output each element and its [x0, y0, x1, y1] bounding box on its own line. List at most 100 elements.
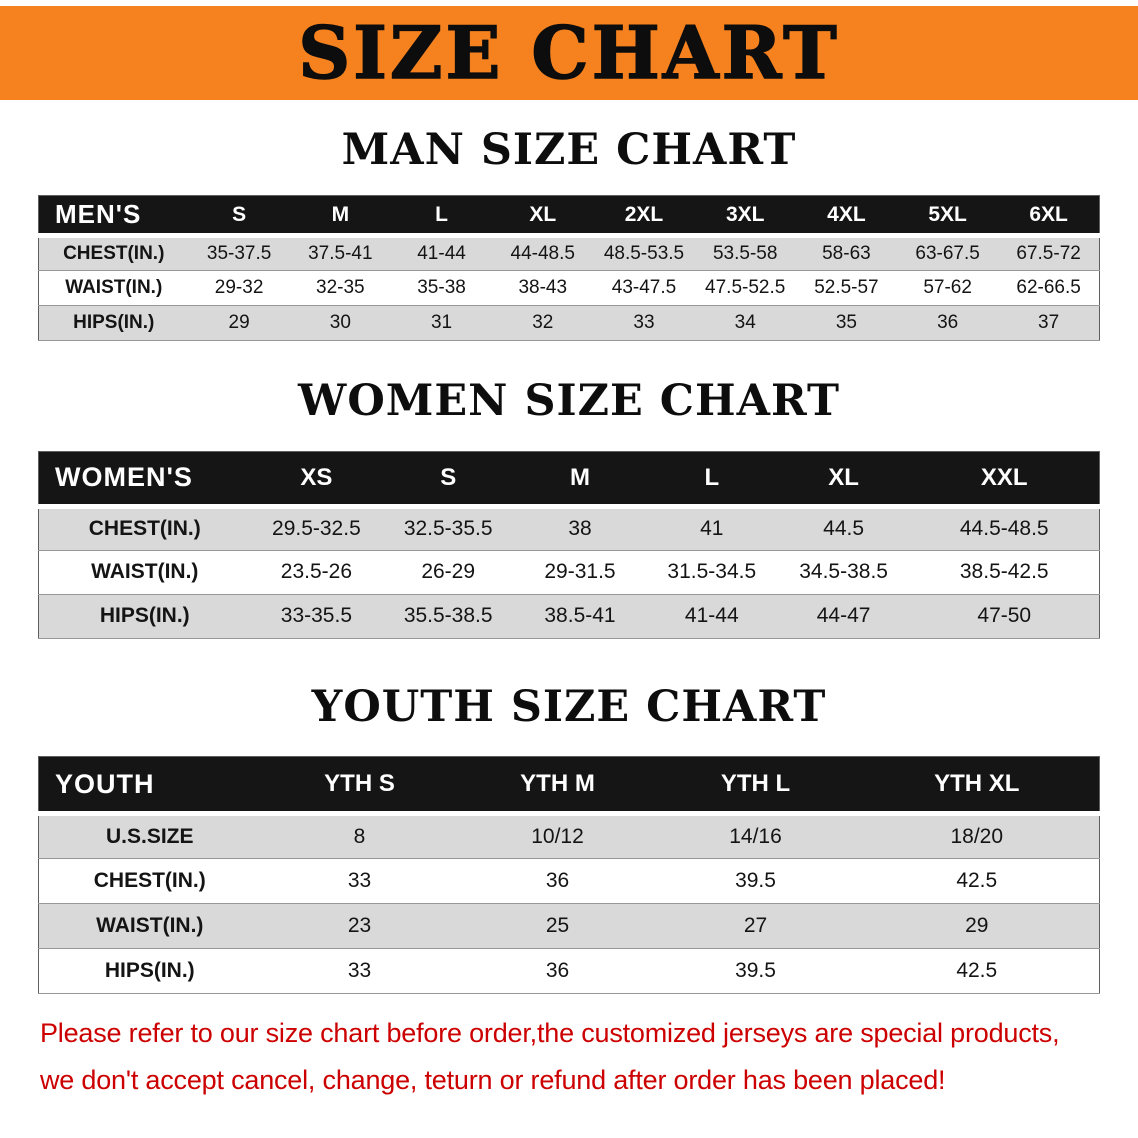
value-cell: 32.5-35.5	[382, 505, 515, 551]
women-section-heading: WOMEN SIZE CHART	[298, 376, 840, 427]
size-column-header: S	[382, 451, 515, 509]
value-cell: 38	[514, 505, 646, 551]
value-cell: 34	[694, 305, 796, 342]
size-column-header: XS	[250, 451, 383, 509]
value-cell: 39.5	[656, 948, 855, 995]
value-cell: 23.5-26	[250, 549, 383, 595]
size-column-header: 2XL	[593, 195, 695, 239]
value-cell: 25	[458, 903, 657, 950]
value-cell: 32-35	[289, 270, 391, 307]
table-header-row: YOUTH YTH S YTH M YTH L YTH XL	[38, 756, 1100, 817]
value-cell: 67.5-72	[998, 235, 1100, 272]
size-column-header: XL	[777, 451, 910, 509]
value-cell: 63-67.5	[897, 235, 999, 272]
value-cell: 31	[390, 305, 493, 342]
row-label-cell: CHEST(IN.)	[38, 505, 251, 551]
size-chart-page: SIZE CHART MAN SIZE CHART MEN'S S M L XL 2XL 3…	[0, 6, 1138, 1138]
size-column-header: 5XL	[897, 195, 999, 239]
value-cell: 34.5-38.5	[777, 549, 910, 595]
table-title-cell: YOUTH	[38, 756, 261, 817]
value-cell: 29-31.5	[514, 549, 646, 595]
row-label-cell: HIPS(IN.)	[38, 593, 251, 639]
order-policy-note: Please refer to our size chart before or…	[40, 1010, 1138, 1104]
size-column-header: M	[514, 451, 646, 509]
value-cell: 35	[795, 305, 898, 342]
value-cell: 62-66.5	[998, 270, 1100, 307]
value-cell: 32	[492, 305, 594, 342]
value-cell: 38.5-41	[514, 593, 646, 639]
size-column-header: M	[289, 195, 391, 239]
size-column-header: 3XL	[694, 195, 796, 239]
value-cell: 39.5	[656, 858, 855, 905]
value-cell: 42.5	[854, 948, 1100, 995]
measurement-row: CHEST(IN.) 33 36 39.5 42.5	[38, 858, 1100, 905]
men-size-table: MEN'S S M L XL 2XL 3XL 4XL 5XL 6XL CHEST(IN.) 35-37…	[38, 195, 1100, 342]
row-label-cell: WAIST(IN.)	[38, 549, 251, 595]
value-cell: 35.5-38.5	[382, 593, 515, 639]
value-cell: 29	[188, 305, 290, 342]
value-cell: 53.5-58	[694, 235, 796, 272]
measurement-row: CHEST(IN.) 29.5-32.5 32.5-35.5 38 41 44.5 44.5…	[38, 505, 1100, 551]
value-cell: 36	[458, 858, 657, 905]
measurement-row: HIPS(IN.) 33 36 39.5 42.5	[38, 948, 1100, 995]
size-column-header: L	[645, 451, 778, 509]
measurement-row: WAIST(IN.) 23 25 27 29	[38, 903, 1100, 950]
value-cell: 44-48.5	[492, 235, 594, 272]
women-size-table: WOMEN'S XS S M L XL XXL CHEST(IN.) 29.5-32.5 32.5…	[38, 450, 1100, 639]
value-cell: 58-63	[795, 235, 898, 272]
value-cell: 14/16	[656, 813, 855, 860]
value-cell: 33	[260, 858, 459, 905]
value-cell: 29-32	[188, 270, 290, 307]
row-label-cell: WAIST(IN.)	[38, 270, 189, 307]
value-cell: 26-29	[382, 549, 515, 595]
table-title-cell: WOMEN'S	[38, 451, 251, 509]
men-section: MAN SIZE CHART MEN'S S M L XL 2XL 3XL 4XL 5XL 6XL…	[0, 125, 1138, 342]
value-cell: 52.5-57	[795, 270, 898, 307]
women-section: WOMEN SIZE CHART WOMEN'S XS S M L XL XXL CHEST(…	[0, 376, 1138, 639]
youth-section-heading: YOUTH SIZE CHART	[311, 681, 827, 732]
value-cell: 29	[854, 903, 1100, 950]
row-label-cell: U.S.SIZE	[38, 813, 261, 860]
value-cell: 47-50	[909, 593, 1100, 639]
value-cell: 57-62	[897, 270, 999, 307]
note-line-2: we don't accept cancel, change, teturn o…	[40, 1065, 946, 1096]
men-section-heading: MAN SIZE CHART	[341, 125, 797, 175]
value-cell: 31.5-34.5	[645, 549, 778, 595]
page-title: SIZE CHART	[297, 10, 840, 95]
value-cell: 47.5-52.5	[694, 270, 796, 307]
youth-section: YOUTH SIZE CHART YOUTH YTH S YTH M YTH L YTH…	[0, 681, 1138, 995]
men-size-table-wrap: MEN'S S M L XL 2XL 3XL 4XL 5XL 6XL CHEST(IN.) 35-37…	[38, 195, 1100, 342]
row-label-cell: HIPS(IN.)	[38, 948, 261, 995]
value-cell: 30	[289, 305, 391, 342]
size-column-header: YTH S	[260, 756, 459, 817]
value-cell: 38-43	[492, 270, 594, 307]
value-cell: 27	[656, 903, 855, 950]
table-title-cell: MEN'S	[38, 195, 189, 239]
value-cell: 41	[645, 505, 778, 551]
value-cell: 36	[458, 948, 657, 995]
youth-size-table: YOUTH YTH S YTH M YTH L YTH XL U.S.SIZE 8 10/12…	[38, 756, 1100, 995]
size-column-header: YTH L	[656, 756, 855, 817]
size-column-header: S	[188, 195, 290, 239]
value-cell: 18/20	[854, 813, 1100, 860]
value-cell: 35-38	[390, 270, 493, 307]
banner: SIZE CHART	[0, 6, 1138, 100]
size-column-header: XXL	[909, 451, 1100, 509]
row-label-cell: HIPS(IN.)	[38, 305, 189, 342]
size-column-header: L	[390, 195, 493, 239]
row-label-cell: CHEST(IN.)	[38, 858, 261, 905]
row-label-cell: CHEST(IN.)	[38, 235, 189, 272]
value-cell: 35-37.5	[188, 235, 290, 272]
measurement-row: WAIST(IN.) 29-32 32-35 35-38 38-43 43-47.5 47.…	[38, 270, 1100, 307]
size-column-header: YTH M	[458, 756, 657, 817]
size-column-header: 4XL	[795, 195, 898, 239]
value-cell: 23	[260, 903, 459, 950]
measurement-row: CHEST(IN.) 35-37.5 37.5-41 41-44 44-48.5 48.5…	[38, 235, 1100, 272]
value-cell: 29.5-32.5	[250, 505, 383, 551]
value-cell: 8	[260, 813, 459, 860]
value-cell: 37	[998, 305, 1100, 342]
women-size-table-wrap: WOMEN'S XS S M L XL XXL CHEST(IN.) 29.5-32.5 32.5…	[38, 450, 1100, 639]
value-cell: 44.5	[777, 505, 910, 551]
measurement-row: U.S.SIZE 8 10/12 14/16 18/20	[38, 813, 1100, 860]
size-column-header: YTH XL	[854, 756, 1100, 817]
